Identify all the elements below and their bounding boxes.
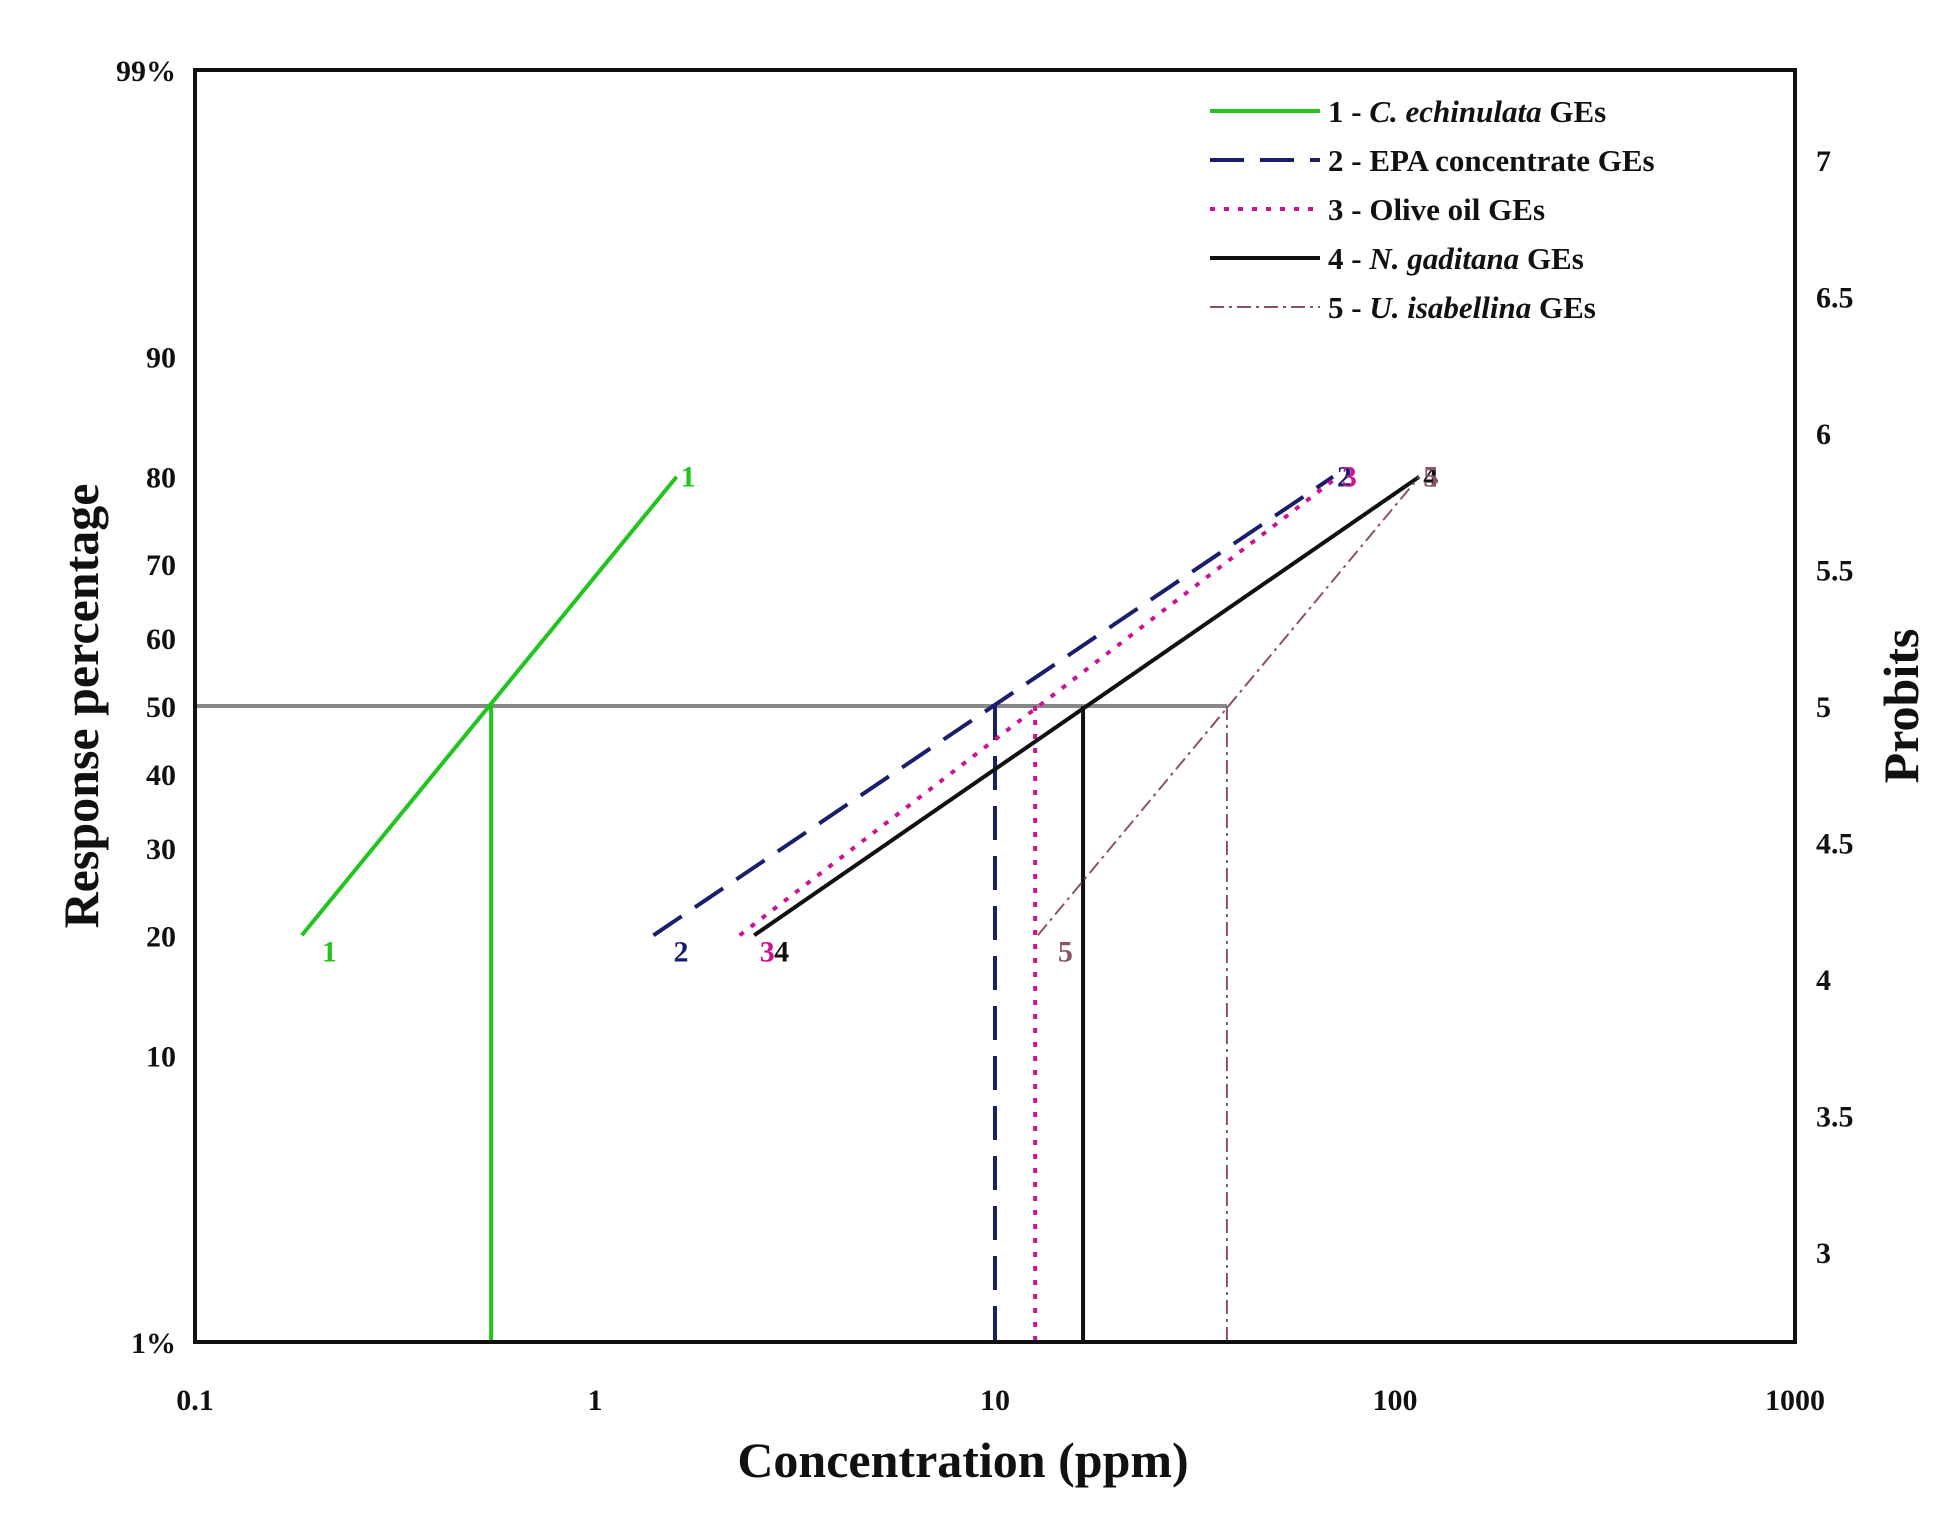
x-axis-title: Concentration (ppm) <box>737 1432 1188 1488</box>
legend-entry-4: 4 - N. gaditana GEs <box>1328 241 1584 276</box>
y-tick-label-left: 1% <box>131 1327 176 1360</box>
series-end-label-1: 1 <box>681 461 696 494</box>
series-line-5 <box>1037 476 1421 936</box>
y-tick-label-left: 20 <box>146 920 176 953</box>
y-tick-label-left: 30 <box>146 833 176 866</box>
x-tick-label: 0.1 <box>176 1384 214 1417</box>
y-tick-label-right: 7 <box>1816 145 1831 178</box>
y-tick-label-left: 70 <box>146 549 176 582</box>
y-tick-label-left: 90 <box>146 342 176 375</box>
y-tick-label-left: 80 <box>146 462 176 495</box>
y-tick-label-left: 50 <box>146 691 176 724</box>
y-tick-label-right: 3 <box>1816 1237 1831 1270</box>
y-tick-label-right: 3.5 <box>1816 1100 1854 1133</box>
y-tick-label-right: 4 <box>1816 964 1831 997</box>
y-tick-label-right: 5.5 <box>1816 555 1854 588</box>
plot-frame <box>193 68 1797 1344</box>
y-tick-label-right: 5 <box>1816 691 1831 724</box>
series-start-label-2: 2 <box>673 935 688 968</box>
x-tick-label: 1 <box>588 1384 603 1417</box>
y-tick-label-right: 6 <box>1816 418 1831 451</box>
series-start-label-1: 1 <box>322 935 337 968</box>
y-tick-label-right: 4.5 <box>1816 827 1854 860</box>
legend-entry-1: 1 - C. echinulata GEs <box>1328 94 1606 129</box>
series-line-4 <box>753 475 1421 937</box>
y-tick-label-left: 10 <box>146 1040 176 1073</box>
y-tick-label-left: 40 <box>146 759 176 792</box>
legend-entry-5: 5 - U. isabellina GEs <box>1328 290 1596 325</box>
legend-entry-2: 2 - EPA concentrate GEs <box>1328 143 1655 178</box>
series-end-label-4: 4 <box>1423 461 1438 494</box>
series-start-label-5: 5 <box>1058 935 1073 968</box>
series-start-label-3: 3 <box>760 935 775 968</box>
series-end-label-3: 3 <box>1342 461 1357 494</box>
series-end-label-2: 2 <box>1337 461 1352 494</box>
y-axis-title-left: Response percentage <box>53 484 109 929</box>
y-axis-title-right: Probits <box>1873 629 1929 784</box>
y-tick-label-left: 60 <box>146 623 176 656</box>
y-tick-label-left: 99% <box>116 55 176 88</box>
y-tick-label-right: 6.5 <box>1816 282 1854 315</box>
series-start-label-4: 4 <box>774 935 789 968</box>
series-end-label-5: 5 <box>1423 461 1438 494</box>
x-tick-label: 100 <box>1373 1384 1418 1417</box>
legend-entry-3: 3 - Olive oil GEs <box>1328 192 1545 227</box>
x-tick-label: 10 <box>980 1384 1010 1417</box>
x-tick-label: 1000 <box>1765 1384 1825 1417</box>
